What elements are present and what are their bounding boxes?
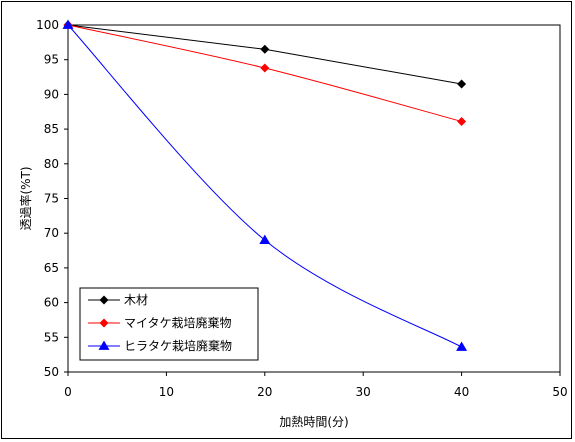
y-tick-label: 65 [44,261,59,275]
series-line [67,24,462,85]
x-tick-label: 40 [454,385,469,399]
data-point-marker [99,318,109,328]
x-axis-title: 加熱時間(分) [279,415,348,429]
x-ticks: 0 10 20 30 40 50 [64,372,568,399]
x-tick-label: 20 [257,385,272,399]
y-axis-title: 透過率(%T) [18,166,33,230]
y-tick-label: 75 [44,192,59,206]
data-point-marker [260,63,270,73]
data-point-marker [260,44,270,54]
series-lines [62,19,468,351]
data-point-marker [98,340,110,350]
y-tick-label: 55 [44,330,59,344]
data-point-marker [99,295,109,305]
y-tick-label: 60 [44,296,59,310]
y-tick-label: 90 [44,87,59,101]
legend-label: 木材 [124,293,148,307]
x-tick-label: 50 [552,385,567,399]
data-point-marker [457,79,467,89]
data-point-marker [62,19,74,29]
y-ticks: 50 55 60 65 70 75 80 85 90 95 100 [36,18,68,379]
legend-label: マイタケ栽培廃棄物 [124,315,232,330]
y-tick-label: 85 [44,122,59,136]
plot-area [67,24,561,373]
y-tick-label: 70 [44,226,59,240]
x-tick-label: 10 [159,385,174,399]
data-point-marker [456,341,468,351]
legend-label: ヒラタケ栽培廃棄物 [124,338,232,353]
x-tick-label: 0 [64,385,72,399]
y-tick-label: 100 [36,18,59,32]
data-point-marker [457,116,467,126]
y-tick-label: 50 [44,365,59,379]
y-tick-label: 95 [44,53,59,67]
data-point-marker [259,234,271,244]
y-tick-label: 80 [44,157,59,171]
x-tick-label: 30 [356,385,371,399]
